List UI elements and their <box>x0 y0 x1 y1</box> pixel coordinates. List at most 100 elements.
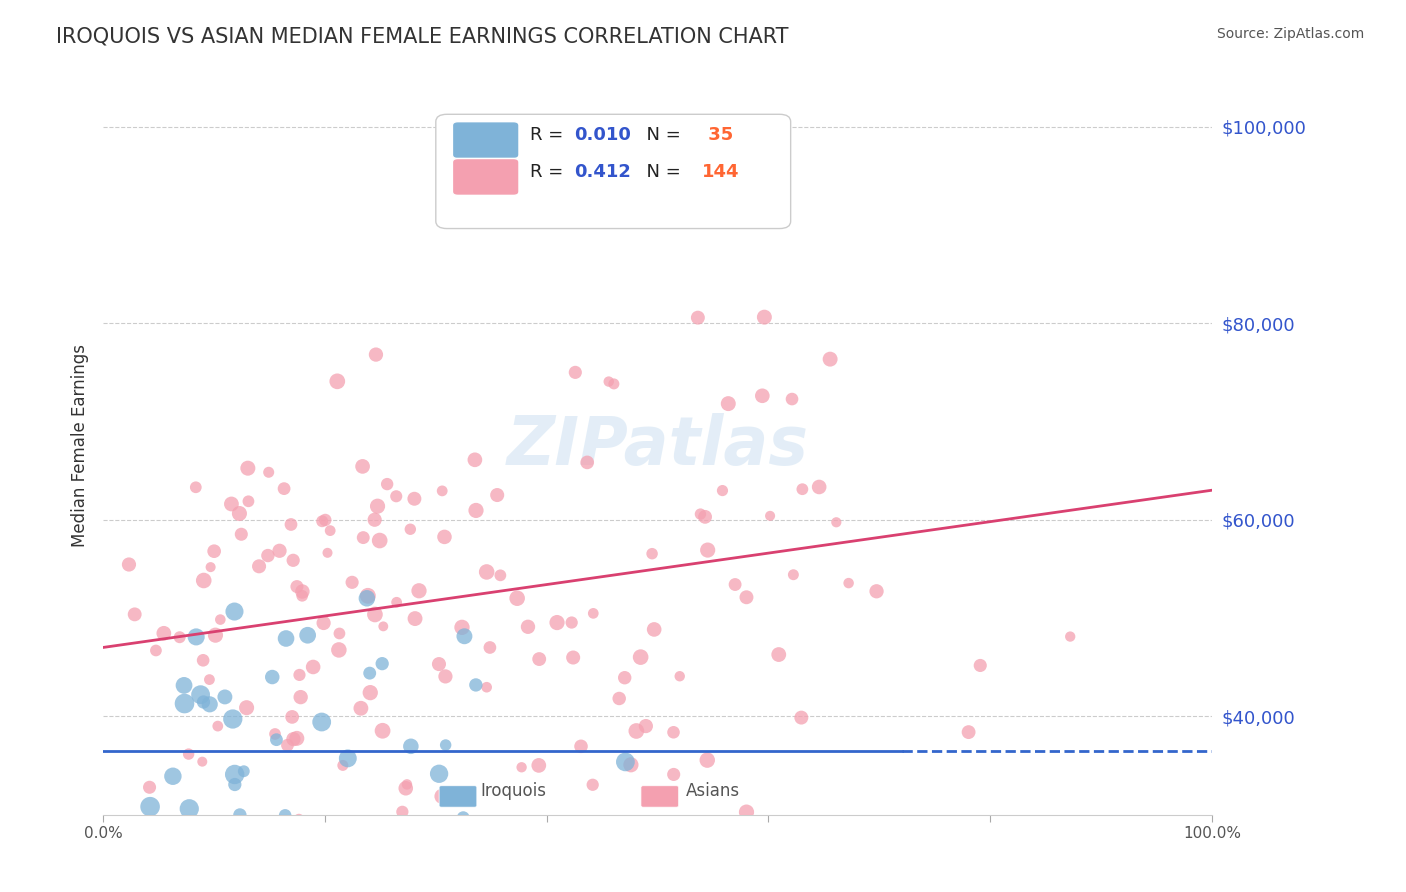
Point <box>607 691 630 706</box>
Point <box>283 553 305 567</box>
Text: 0.010: 0.010 <box>575 126 631 144</box>
Point <box>186 630 208 644</box>
Point <box>368 533 391 548</box>
Point <box>613 671 636 685</box>
Text: 35: 35 <box>702 126 733 144</box>
Point <box>373 619 395 633</box>
Point <box>202 544 225 558</box>
Point <box>232 764 254 779</box>
Point <box>630 650 652 665</box>
Point <box>825 516 848 530</box>
Y-axis label: Median Female Earnings: Median Female Earnings <box>72 344 89 548</box>
Point <box>311 714 333 729</box>
Point <box>453 629 475 643</box>
Point <box>198 698 221 712</box>
Point <box>302 660 325 674</box>
Point <box>191 755 214 769</box>
Point <box>257 465 280 479</box>
Point <box>350 701 373 715</box>
Point <box>124 607 146 622</box>
Text: 144: 144 <box>702 162 740 181</box>
Point <box>193 695 215 709</box>
Point <box>398 835 420 849</box>
Point <box>433 530 456 544</box>
Point <box>399 739 422 754</box>
Point <box>790 710 813 724</box>
Point <box>221 497 243 511</box>
Point <box>434 738 457 752</box>
Text: R =: R = <box>530 162 569 181</box>
Point <box>475 680 498 694</box>
Point <box>430 789 453 804</box>
Point <box>138 780 160 795</box>
Point <box>336 751 359 765</box>
Point <box>689 507 711 521</box>
Point <box>169 630 191 644</box>
Point <box>517 620 540 634</box>
Point <box>465 503 488 517</box>
Point <box>280 517 302 532</box>
Point <box>510 760 533 774</box>
Point <box>957 725 980 739</box>
Text: Iroquois: Iroquois <box>481 781 547 800</box>
Point <box>204 628 226 642</box>
Point <box>198 673 221 687</box>
Point <box>274 632 297 646</box>
Point <box>478 640 501 655</box>
Point <box>285 580 308 594</box>
Point <box>145 643 167 657</box>
Point <box>340 575 363 590</box>
Point <box>364 607 387 622</box>
Point <box>315 815 337 830</box>
Point <box>276 738 298 752</box>
Point <box>238 494 260 508</box>
Point <box>262 670 284 684</box>
Text: R =: R = <box>530 126 569 144</box>
Point <box>326 374 349 388</box>
FancyBboxPatch shape <box>453 159 519 195</box>
Point <box>475 565 498 579</box>
Point <box>177 747 200 761</box>
Point <box>464 452 486 467</box>
Point <box>162 769 184 783</box>
Point <box>352 459 374 474</box>
Point <box>561 615 583 630</box>
Point <box>582 607 605 621</box>
Point <box>231 527 253 541</box>
Point <box>464 678 486 692</box>
Point <box>620 757 643 772</box>
Point <box>434 669 457 683</box>
Point <box>385 489 408 503</box>
Point <box>291 584 314 599</box>
Point <box>359 666 381 681</box>
Point <box>818 352 841 367</box>
Point <box>359 686 381 700</box>
Point <box>281 710 304 724</box>
Text: N =: N = <box>636 126 688 144</box>
Point <box>564 365 586 379</box>
Point <box>662 767 685 781</box>
Point <box>865 584 887 599</box>
Point <box>314 513 336 527</box>
Point <box>641 547 664 561</box>
Point <box>603 376 626 391</box>
Point <box>395 781 418 796</box>
Point <box>759 508 782 523</box>
Point <box>686 310 709 325</box>
Point <box>546 615 568 630</box>
Point <box>631 857 654 871</box>
FancyBboxPatch shape <box>439 786 477 807</box>
Point <box>224 778 246 792</box>
Point <box>969 658 991 673</box>
Point <box>735 805 758 819</box>
Point <box>375 477 398 491</box>
Point <box>371 657 394 671</box>
Point <box>312 615 335 630</box>
Point <box>207 719 229 733</box>
Point <box>363 513 385 527</box>
FancyBboxPatch shape <box>641 786 679 807</box>
Point <box>569 739 592 754</box>
Point <box>332 758 354 772</box>
Point <box>371 723 394 738</box>
Point <box>408 583 430 598</box>
